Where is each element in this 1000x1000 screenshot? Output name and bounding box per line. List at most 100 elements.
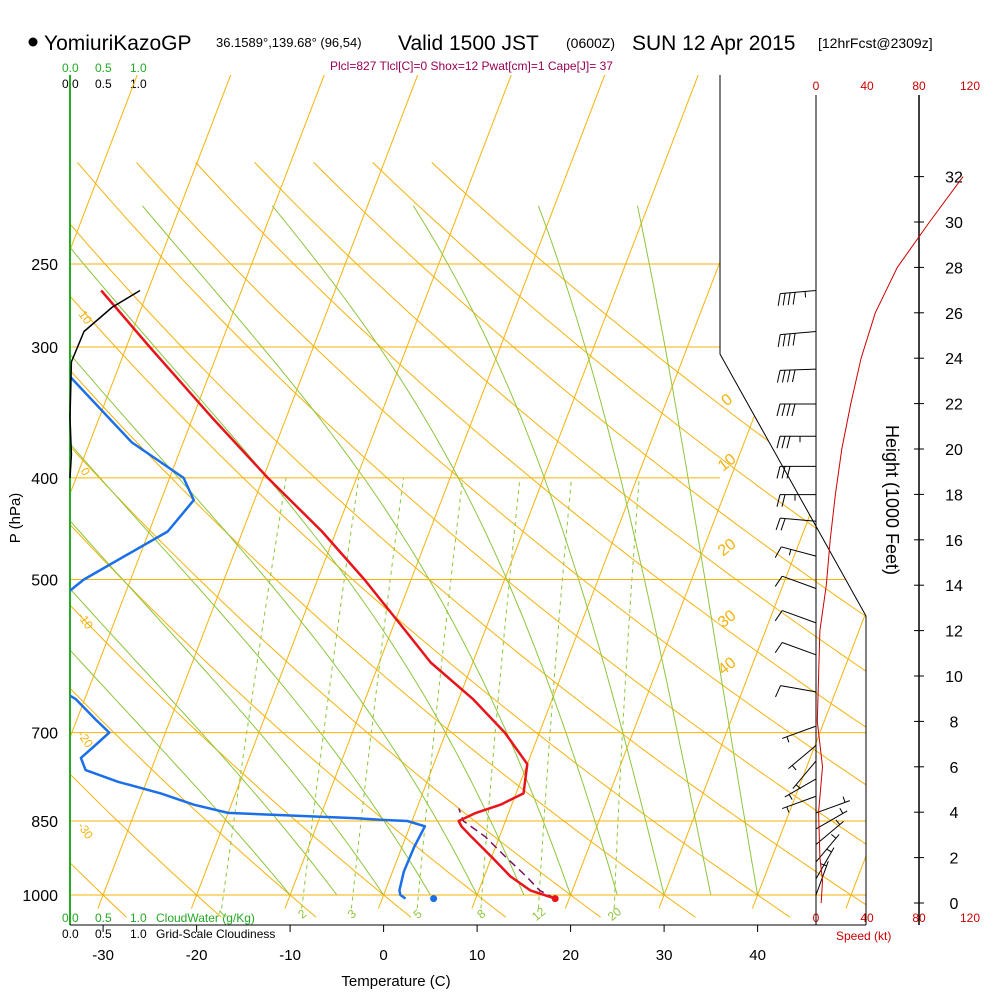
wind-barb-half-flag <box>788 794 793 800</box>
x-tick-label: 20 <box>562 947 579 964</box>
p-tick-label: 850 <box>31 814 58 831</box>
right-frame-line <box>719 75 867 925</box>
speed-bottom-tick-1: 40 <box>860 911 874 925</box>
wind-barb <box>815 819 844 845</box>
x-axis-title: Temperature (C) <box>341 973 450 990</box>
isotherm-line <box>751 75 866 909</box>
wind-barb <box>782 725 817 743</box>
mixing-ratio-label: 20 <box>605 904 624 924</box>
mixing-ratio-line <box>350 477 405 909</box>
mixing-ratio-label: 2 <box>295 906 309 921</box>
dry-adiabat-line <box>254 162 866 918</box>
speed-top-tick-0: 0 <box>813 79 820 93</box>
wind-barb-staff <box>815 820 844 845</box>
wind-barb-half-flag <box>788 549 792 556</box>
wind-barb <box>774 610 817 624</box>
wind-barb-staff <box>782 642 817 656</box>
dry-adiabat-line <box>313 162 866 918</box>
dry-adiabat-line <box>136 162 866 918</box>
cloudiness-bottom-tick-1: 0.5 <box>95 927 112 941</box>
height-tick-label: 2 <box>950 851 959 868</box>
wind-barb <box>777 331 817 347</box>
forecast-tag: [12hrFcst@2309z] <box>818 35 933 51</box>
height-tick-label: 26 <box>945 306 963 323</box>
dry-adiabat-line <box>70 162 222 918</box>
speed-bottom-tick-3: 120 <box>960 911 980 925</box>
moist-adiabat-line <box>637 205 759 896</box>
indices-text: Plcl=827 Tlcl[C]=0 Shox=12 Pwat[cm]=1 Ca… <box>330 59 613 73</box>
wind-barb-flag <box>786 466 791 479</box>
wind-barb-half-flag <box>835 819 841 825</box>
wind-barbs <box>774 290 850 896</box>
cloudwater-bottom-tick-2: 1.0 <box>130 911 147 925</box>
wind-barb-staff <box>780 290 817 295</box>
wind-barb <box>815 808 848 830</box>
plot-frame <box>69 75 920 926</box>
mixing-ratio-line <box>613 477 640 909</box>
dry-adiabat-line <box>372 162 866 918</box>
x-tick-label: 0 <box>379 947 387 964</box>
moist-adiabat-line <box>271 205 618 896</box>
p-tick-label: 700 <box>31 726 58 743</box>
dry-adiabat-line <box>70 162 866 918</box>
moist-adiabat-line <box>412 205 665 896</box>
wind-barb-staff <box>815 810 848 830</box>
wind-barb-flag <box>792 292 796 305</box>
wind-barb <box>777 290 817 306</box>
cloudwater-legend: CloudWater (g/Kg) <box>156 911 255 925</box>
p-tick-label: 400 <box>31 471 58 488</box>
wind-barb <box>776 368 817 383</box>
wind-barb <box>792 760 817 789</box>
surface-temperature-point <box>551 895 559 903</box>
wind-barb-flag <box>776 494 781 507</box>
wind-barb-half-flag <box>826 848 832 853</box>
cloudwater-top-tick-1: 0.5 <box>95 61 112 75</box>
wind-barb-flag <box>777 334 781 347</box>
sounding-curves <box>70 289 559 903</box>
wind-barb-flag <box>786 369 791 383</box>
wind-barb-half-flag <box>820 863 827 867</box>
wind-barb-half-flag <box>839 808 844 814</box>
mixing-ratio-line <box>301 477 360 909</box>
wind-barb-flag <box>774 575 783 587</box>
moist-adiabat-line <box>70 205 525 896</box>
wind-barb-half-flag <box>842 796 846 803</box>
moist-adiabat-line <box>70 205 478 896</box>
dry-adiabat-line <box>70 162 791 918</box>
wind-speed-line <box>816 176 964 904</box>
wind-barb-flag <box>781 403 786 417</box>
wind-barb-flag <box>776 370 781 383</box>
valid-date: SUN 12 Apr 2015 <box>632 32 795 55</box>
wind-barb-staff <box>780 517 817 522</box>
wind-barb-flag <box>775 685 782 698</box>
isotherm-line <box>845 75 866 909</box>
dry-adiabat-label: 40 <box>715 654 740 678</box>
wind-barb-flag <box>781 436 786 449</box>
mixing-ratio-line <box>480 477 521 909</box>
moist-adiabat-line <box>70 205 385 896</box>
height-tick-label: 4 <box>950 805 959 822</box>
wind-barb <box>788 745 817 771</box>
wind-speed-profile <box>816 176 964 904</box>
p-tick-label: 300 <box>31 340 58 357</box>
dry-adiabat-line <box>70 162 507 918</box>
moist-adiabat-line <box>70 205 291 896</box>
dry-adiabat-line <box>70 162 412 918</box>
height-tick-label: 20 <box>945 442 963 459</box>
wind-barb-staff <box>784 778 817 798</box>
isotherm-line <box>564 75 866 909</box>
wind-barb-flag <box>781 370 786 383</box>
wind-barb-flag <box>782 293 786 306</box>
mixing-ratio-line <box>537 477 572 909</box>
wind-barb-flag <box>774 642 783 654</box>
moist-adiabat-line <box>70 205 431 896</box>
valid-zulu: (0600Z) <box>566 35 615 51</box>
wind-barb <box>815 796 850 814</box>
height-tick-label: 0 <box>950 896 959 913</box>
wind-barb-flag <box>776 403 781 417</box>
height-tick-label: 14 <box>945 578 963 595</box>
station-marker-icon <box>28 37 38 47</box>
height-tick-label: 22 <box>945 397 963 414</box>
wind-barb <box>784 778 817 800</box>
wind-barb-flag <box>782 334 786 347</box>
